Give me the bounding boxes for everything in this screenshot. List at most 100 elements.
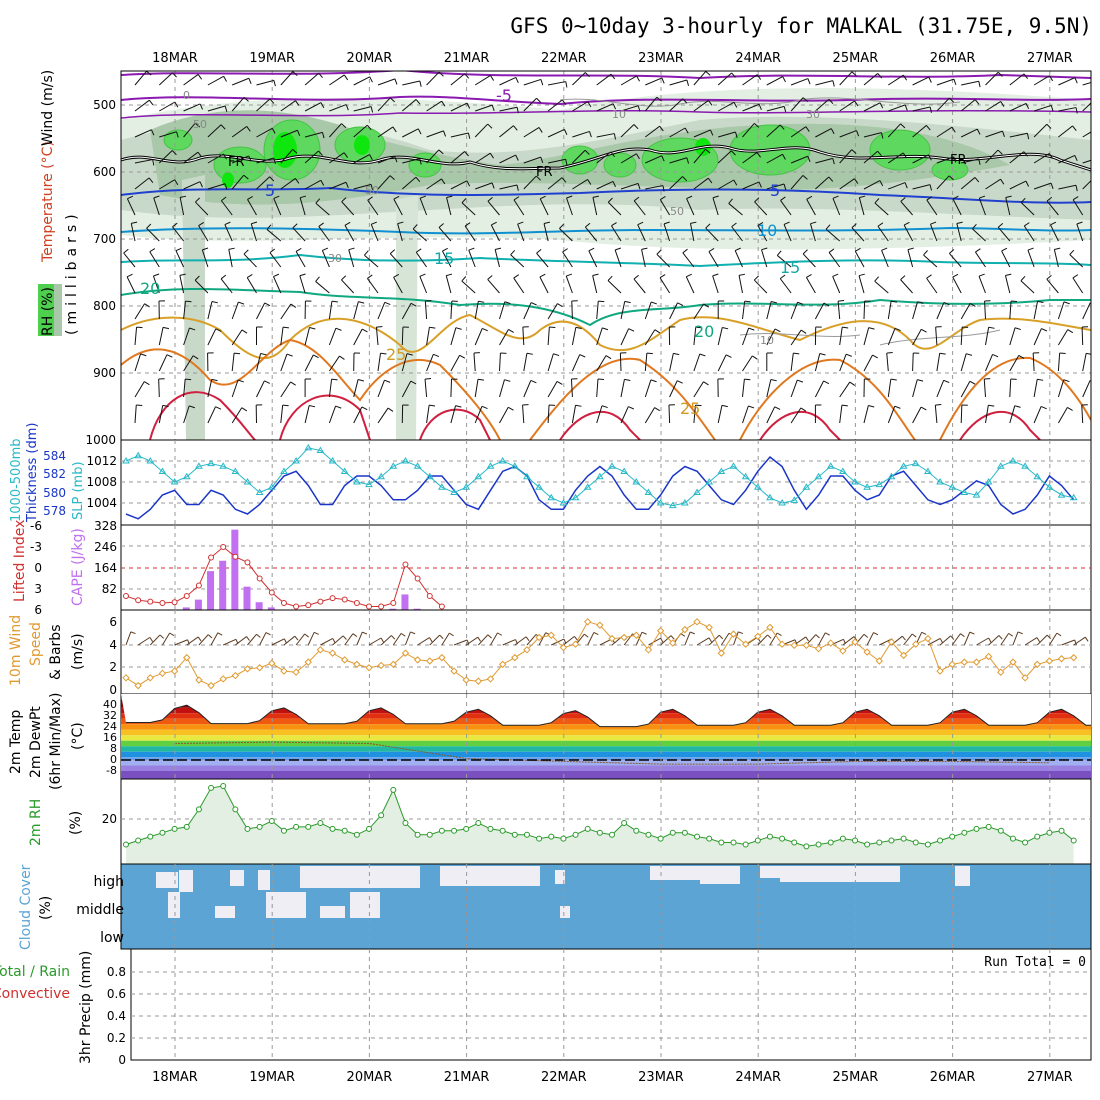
wind10-barb-flag — [265, 632, 271, 636]
wind-barb — [304, 179, 322, 190]
wind-barb — [1033, 301, 1039, 320]
wind-barb — [329, 152, 345, 164]
wind-barb — [149, 251, 160, 268]
y-axis-label: Cloud Cover — [18, 864, 34, 950]
contour-label: 50 — [193, 118, 207, 131]
wind-barb-flag — [536, 248, 542, 254]
wind-barb — [669, 302, 678, 320]
wind-barb-flag — [966, 353, 973, 356]
y-tick-label: 4 — [109, 638, 117, 652]
wind-barb — [377, 353, 382, 372]
wind-barb — [858, 275, 865, 294]
wind-barb-flag — [315, 276, 320, 282]
rh-point — [438, 827, 445, 834]
wind-barb-flag — [282, 326, 290, 329]
wind-barb — [547, 128, 565, 138]
wind-barb-flag — [659, 274, 666, 279]
wind-barb-flag — [331, 378, 338, 381]
wind-barb-flag — [389, 175, 395, 181]
wind-barb-flag — [1025, 180, 1030, 187]
wind-barb — [863, 132, 882, 138]
wind-barb — [790, 407, 802, 424]
wind-barb — [926, 199, 938, 216]
wind10-barb-flag — [815, 634, 820, 639]
slp-point — [255, 488, 264, 495]
wind-barb — [256, 380, 265, 398]
wind10-barb — [951, 633, 961, 646]
wind-barb — [766, 153, 783, 164]
lifted-point — [317, 598, 324, 605]
wind-barb — [607, 201, 622, 216]
wind-point — [316, 646, 325, 654]
wind-barb-flag — [828, 176, 834, 182]
cloud-gap — [780, 866, 900, 882]
wind-barb-flag — [584, 72, 590, 78]
wind-barb — [728, 203, 743, 216]
slp-point — [887, 472, 896, 480]
contour-label: 15 — [780, 258, 800, 277]
wind-barb — [717, 72, 732, 86]
wind-barb — [183, 327, 190, 346]
rh-point — [815, 841, 822, 848]
wind-barb-flag — [260, 352, 267, 356]
slp-point — [766, 493, 774, 501]
wind-barb — [415, 251, 428, 268]
wind-barb — [377, 78, 396, 86]
date-label: 23MAR — [638, 51, 684, 66]
upper-grid — [121, 104, 1091, 374]
wind-barb — [450, 151, 466, 164]
wind-barb — [494, 249, 500, 268]
date-label: 22MAR — [541, 1070, 587, 1085]
wind-barb-flag — [515, 77, 519, 84]
wind-barb — [929, 224, 938, 242]
wind10-barb — [587, 632, 595, 646]
wind-barb — [499, 184, 518, 190]
wind-barb-flag — [752, 355, 758, 360]
wind-barb — [474, 75, 491, 86]
wind-barb — [815, 157, 833, 164]
wind-barb-flag — [429, 404, 436, 407]
slp-point — [1021, 462, 1029, 469]
wind-barb-flag — [491, 182, 495, 189]
wind-barb-flag — [180, 195, 187, 198]
wind-barb-flag — [935, 404, 942, 406]
wind-barb — [474, 379, 479, 398]
wind-barb — [273, 198, 282, 216]
wind-barb-flag — [366, 124, 372, 131]
wind-barb — [231, 301, 239, 320]
wind-barb-flag — [215, 328, 222, 332]
wind-barb-flag — [367, 274, 373, 279]
wind-barb-flag — [690, 221, 697, 224]
contour-label: 5 — [770, 181, 780, 200]
wind-barb-flag — [943, 379, 950, 384]
wind-barb-flag — [172, 222, 178, 228]
wind-barb — [620, 75, 637, 86]
wind-barb — [858, 197, 865, 216]
wind-point — [146, 674, 155, 682]
wind-barb — [961, 80, 979, 86]
wind-barb-flag — [756, 152, 761, 158]
slp-point — [462, 483, 471, 490]
wind10-barb-flag — [487, 634, 492, 639]
wind-barb — [936, 380, 945, 398]
wind-barb-flag — [153, 273, 160, 277]
wind-barb-flag — [660, 196, 666, 200]
wind-barb-flag — [367, 196, 373, 201]
rh-point — [183, 823, 190, 830]
y-axis-label: Convective — [0, 986, 70, 1002]
wind-barb-flag — [921, 328, 927, 333]
wind-barb-flag — [636, 75, 641, 82]
wind-barb — [295, 251, 306, 268]
wind-barb-flag — [194, 275, 200, 281]
wind-point — [681, 625, 689, 634]
rh-point — [791, 839, 798, 846]
wind-barb — [1009, 378, 1012, 398]
wind-barb — [588, 250, 598, 268]
wind-barb — [438, 227, 452, 242]
slp-point — [753, 483, 762, 490]
wind-barb — [299, 275, 306, 294]
rh-point — [876, 839, 883, 846]
wind-barb-flag — [659, 125, 664, 132]
wind-barb-flag — [149, 248, 156, 253]
wind-barb — [475, 182, 493, 190]
